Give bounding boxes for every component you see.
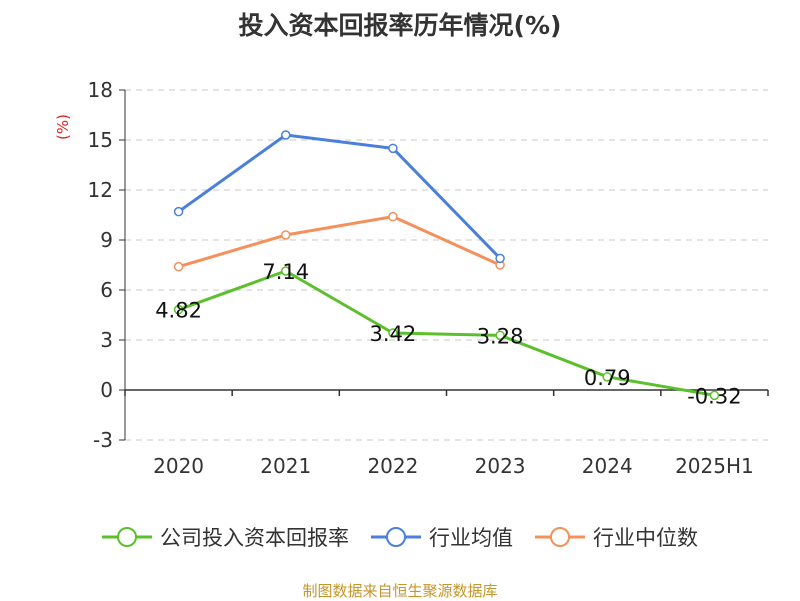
data-point bbox=[281, 130, 291, 140]
data-point bbox=[173, 206, 184, 217]
y-tick-label: 6 bbox=[100, 278, 113, 302]
data-point bbox=[281, 266, 291, 276]
data-point bbox=[388, 328, 398, 338]
data-label: 0.79 bbox=[584, 366, 631, 390]
data-label: 4.82 bbox=[155, 299, 202, 323]
legend-swatch bbox=[102, 527, 152, 547]
legend-swatch bbox=[371, 527, 421, 547]
data-point bbox=[388, 143, 398, 154]
y-tick-label: 15 bbox=[88, 128, 113, 152]
y-axis-label: (%) bbox=[54, 114, 72, 140]
x-tick-label: 2024 bbox=[582, 454, 633, 478]
y-tick-label: 9 bbox=[100, 228, 113, 252]
legend-item-1[interactable]: 行业均值 bbox=[371, 522, 513, 552]
legend-item-2[interactable]: 行业中位数 bbox=[535, 522, 698, 552]
series-layer bbox=[173, 130, 720, 401]
data-label: 3.28 bbox=[477, 324, 524, 348]
data-point bbox=[709, 390, 720, 401]
data-point bbox=[602, 372, 612, 382]
x-tick-label: 2020 bbox=[153, 454, 204, 478]
legend-swatch-marker bbox=[117, 527, 137, 547]
chart-title: 投入资本回报率历年情况(%) bbox=[238, 11, 562, 40]
legend-swatch bbox=[535, 527, 585, 547]
data-label: -0.32 bbox=[687, 384, 741, 408]
y-tick-label: -3 bbox=[93, 428, 113, 452]
x-tick-label: 2022 bbox=[367, 454, 418, 478]
data-point bbox=[173, 261, 184, 272]
data-label: 3.42 bbox=[370, 322, 417, 346]
legend-label: 行业中位数 bbox=[593, 526, 698, 550]
axis-layer: -3 0 3 6 9 12 15 18 2020 2021 2022 2023 2024 2025H1 (%… bbox=[54, 78, 769, 478]
y-tick-label: 18 bbox=[88, 78, 113, 102]
data-point bbox=[495, 253, 505, 264]
data-point bbox=[388, 211, 398, 222]
label-layer: 4.82 7.14 3.42 3.28 0.79 -0.32 bbox=[155, 260, 741, 408]
source-note: 制图数据来自恒生聚源数据库 bbox=[302, 582, 498, 600]
legend-label: 公司投入资本回报率 bbox=[160, 526, 349, 550]
x-tick-label: 2025H1 bbox=[675, 454, 754, 478]
legend: 公司投入资本回报率 行业均值 行业中位数 bbox=[0, 520, 800, 554]
data-label: 7.14 bbox=[262, 260, 309, 284]
series-line-0 bbox=[178, 269, 715, 397]
data-point bbox=[173, 304, 184, 315]
y-tick-label: 3 bbox=[100, 328, 113, 352]
series-line-1 bbox=[177, 133, 502, 260]
series-line-2 bbox=[178, 215, 501, 269]
data-point bbox=[281, 230, 291, 240]
y-tick-label: 12 bbox=[88, 178, 113, 202]
legend-item-0[interactable]: 公司投入资本回报率 bbox=[102, 522, 349, 552]
legend-swatch-marker bbox=[386, 527, 406, 547]
x-tick-label: 2021 bbox=[260, 454, 311, 478]
y-tick-label: 0 bbox=[100, 378, 113, 402]
x-tick-label: 2023 bbox=[475, 454, 526, 478]
legend-label: 行业均值 bbox=[429, 526, 513, 550]
data-point bbox=[495, 330, 505, 341]
legend-swatch-marker bbox=[550, 527, 570, 547]
